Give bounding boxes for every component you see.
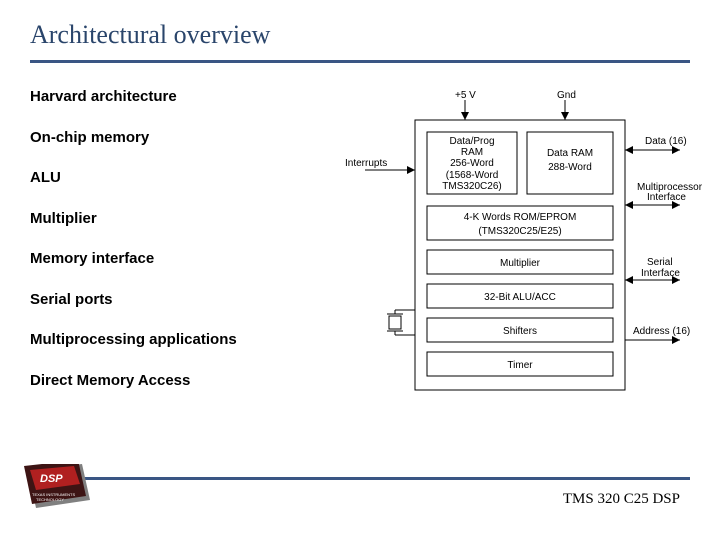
list-item: Harvard architecture — [30, 80, 237, 115]
svg-text:Shifters: Shifters — [503, 326, 537, 337]
svg-text:DSP: DSP — [40, 473, 63, 485]
serial-label-1: Serial — [647, 257, 673, 268]
svg-text:Data/Prog: Data/Prog — [449, 136, 494, 147]
title-rule — [30, 60, 690, 63]
address-bus-label: Address (16) — [633, 326, 690, 337]
data-bus-label: Data (16) — [645, 136, 687, 147]
mpi-label-2: Interface — [647, 192, 686, 203]
list-item: Serial ports — [30, 283, 237, 318]
svg-text:(TMS320C25/E25): (TMS320C25/E25) — [478, 226, 561, 237]
svg-text:4-K Words ROM/EPROM: 4-K Words ROM/EPROM — [464, 212, 577, 223]
list-item: Memory interface — [30, 242, 237, 277]
svg-text:288-Word: 288-Word — [548, 162, 592, 173]
svg-text:Multiplier: Multiplier — [500, 258, 541, 269]
block-diagram: +5 V Gnd Data/Prog RAM 256-Word (1568-Wo… — [345, 90, 705, 400]
svg-text:Data RAM: Data RAM — [547, 148, 593, 159]
serial-label-2: Interface — [641, 268, 680, 279]
list-item: Multiprocessing applications — [30, 323, 237, 358]
slide-title: Architectural overview — [30, 20, 270, 50]
svg-text:256-Word: 256-Word — [450, 158, 494, 169]
svg-text:32-Bit ALU/ACC: 32-Bit ALU/ACC — [484, 292, 556, 303]
svg-text:TMS320C26): TMS320C26) — [442, 181, 501, 192]
dsp-logo: DSP TEXAS INSTRUMENTS TECHNOLOGY — [20, 464, 90, 512]
footer-rule — [80, 477, 690, 480]
svg-text:(1568-Word: (1568-Word — [446, 170, 499, 181]
list-item: ALU — [30, 161, 237, 196]
list-item: Direct Memory Access — [30, 364, 237, 399]
list-item: On-chip memory — [30, 121, 237, 156]
svg-text:Timer: Timer — [507, 360, 533, 371]
svg-text:RAM: RAM — [461, 147, 483, 158]
footer-text: TMS 320 C25 DSP — [563, 491, 680, 508]
svg-text:TECHNOLOGY: TECHNOLOGY — [36, 497, 64, 502]
bullet-list: Harvard architecture On-chip memory ALU … — [30, 80, 237, 404]
interrupts-label: Interrupts — [345, 158, 387, 169]
list-item: Multiplier — [30, 202, 237, 237]
gnd-label: Gnd — [557, 90, 576, 101]
vcc-label: +5 V — [455, 90, 476, 101]
